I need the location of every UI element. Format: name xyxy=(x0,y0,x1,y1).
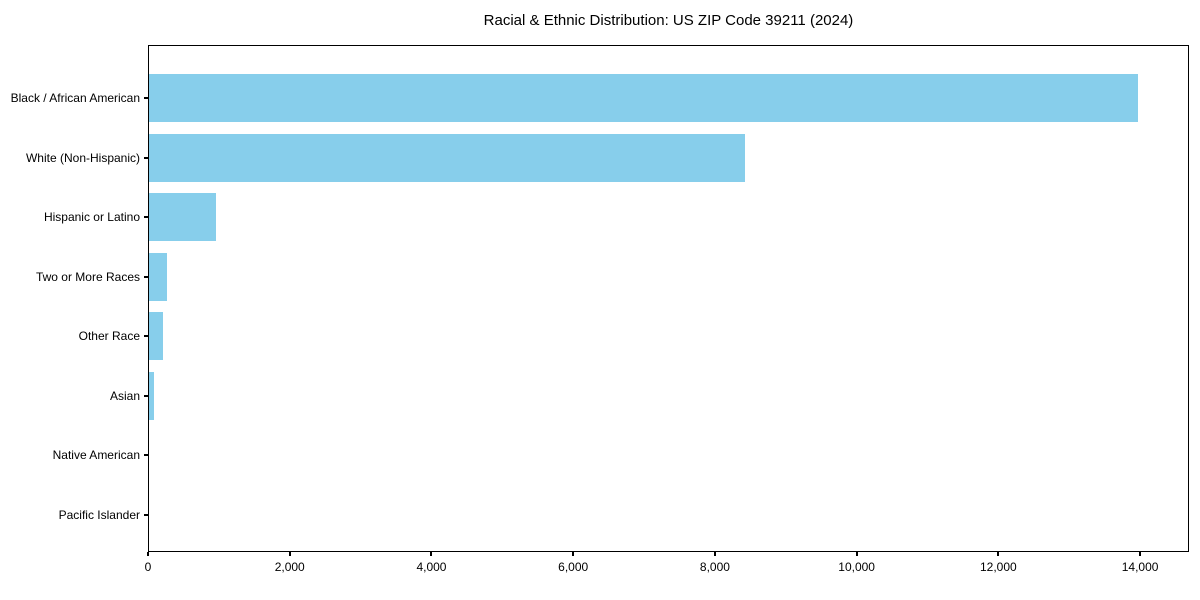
y-tick-label: White (Non-Hispanic) xyxy=(25,150,140,165)
x-tick xyxy=(572,552,575,556)
x-tick xyxy=(855,552,858,556)
x-tick-label: 8,000 xyxy=(699,560,730,574)
bar xyxy=(149,74,1138,122)
plot-area xyxy=(148,45,1189,552)
x-tick-label: 14,000 xyxy=(1121,560,1159,574)
y-tick xyxy=(144,513,148,516)
x-tick-label: 0 xyxy=(144,560,152,574)
x-tick xyxy=(997,552,1000,556)
y-tick-label: Pacific Islander xyxy=(58,507,140,522)
y-tick-label: Hispanic or Latino xyxy=(43,210,140,224)
bar xyxy=(149,252,167,301)
y-tick-label: Other Race xyxy=(78,329,140,343)
y-tick xyxy=(144,394,148,397)
y-tick xyxy=(144,97,148,99)
y-tick xyxy=(144,454,148,456)
x-tick-label: 10,000 xyxy=(838,560,875,574)
bar xyxy=(149,371,154,420)
x-tick-label: 6,000 xyxy=(558,560,589,574)
y-tick-label: Asian xyxy=(109,388,140,403)
x-tick xyxy=(430,552,433,556)
y-tick xyxy=(144,275,148,278)
x-tick xyxy=(713,552,716,556)
y-tick-label: Native American xyxy=(52,448,140,462)
x-tick-label: 2,000 xyxy=(274,560,305,574)
x-tick xyxy=(147,552,149,556)
bar xyxy=(149,312,164,360)
x-tick-label: 12,000 xyxy=(980,560,1017,574)
y-tick-label: Two or More Races xyxy=(35,269,140,284)
y-tick xyxy=(144,216,148,218)
chart-title: Racial & Ethnic Distribution: US ZIP Cod… xyxy=(483,12,854,29)
x-tick xyxy=(288,552,291,556)
bar xyxy=(149,133,746,182)
y-tick xyxy=(144,335,148,337)
y-tick xyxy=(144,156,148,159)
x-tick xyxy=(1139,552,1142,556)
y-tick-label: Black / African American xyxy=(10,91,140,105)
x-tick-label: 4,000 xyxy=(416,560,447,574)
bar xyxy=(149,193,217,241)
